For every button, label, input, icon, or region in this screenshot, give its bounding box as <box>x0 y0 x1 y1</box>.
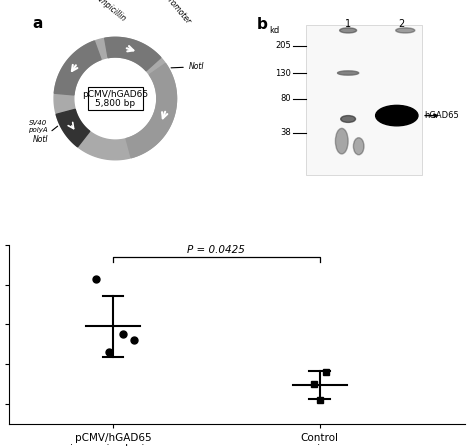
Ellipse shape <box>336 128 348 154</box>
Text: P = 0.0425: P = 0.0425 <box>187 245 245 255</box>
Polygon shape <box>126 63 176 158</box>
Text: 1: 1 <box>345 19 351 29</box>
Text: 5,800 bp: 5,800 bp <box>95 99 136 108</box>
Text: 2: 2 <box>398 19 404 29</box>
Text: a: a <box>33 16 43 31</box>
Text: 80: 80 <box>280 94 291 103</box>
Text: Ampicillin: Ampicillin <box>94 0 128 23</box>
Polygon shape <box>105 37 161 71</box>
Ellipse shape <box>396 28 415 33</box>
Text: CMV promoter: CMV promoter <box>150 0 192 25</box>
Text: Human GAD65: Human GAD65 <box>182 94 205 151</box>
Text: b: b <box>257 17 268 32</box>
Text: SV40
polyA: SV40 polyA <box>28 120 48 133</box>
Text: 38: 38 <box>280 128 291 137</box>
Ellipse shape <box>337 71 359 75</box>
FancyBboxPatch shape <box>88 87 143 110</box>
Ellipse shape <box>354 138 364 155</box>
Ellipse shape <box>341 116 356 122</box>
Ellipse shape <box>340 28 356 33</box>
Text: NotI: NotI <box>33 126 58 144</box>
Bar <box>306 25 422 175</box>
Ellipse shape <box>375 105 418 126</box>
Polygon shape <box>54 37 176 160</box>
Text: kd: kd <box>269 26 279 35</box>
Polygon shape <box>56 109 90 147</box>
Text: pCMV/hGAD65: pCMV/hGAD65 <box>82 90 148 99</box>
Text: 205: 205 <box>275 41 291 50</box>
Text: 130: 130 <box>275 69 291 78</box>
Polygon shape <box>55 41 101 95</box>
Text: NotI: NotI <box>171 62 204 71</box>
Text: hGAD65: hGAD65 <box>424 111 459 120</box>
